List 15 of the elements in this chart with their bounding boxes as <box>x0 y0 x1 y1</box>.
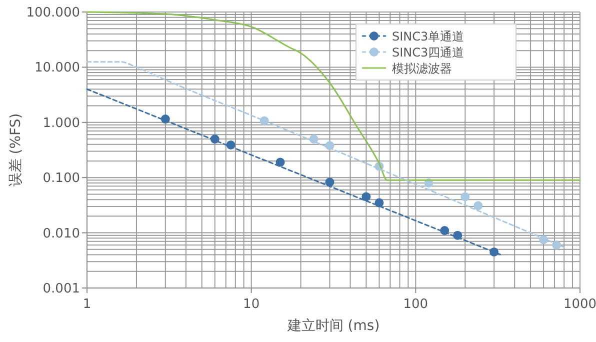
y-tick-label: 100.000 <box>26 6 80 20</box>
x-tick-label: 100 <box>403 297 428 312</box>
x-tick-label: 10 <box>243 297 260 312</box>
x-tick-label: 1000 <box>563 297 596 312</box>
legend-label: SINC3四通道 <box>392 46 464 60</box>
y-tick-label: 0.100 <box>42 171 80 186</box>
legend-label: 模拟滤波器 <box>392 62 452 76</box>
x-axis-title: 建立时间 (ms) <box>286 318 380 334</box>
y-tick-label: 1.000 <box>42 116 80 131</box>
legend-label: SINC3单通道 <box>392 30 464 44</box>
y-tick-label: 10.000 <box>34 60 80 76</box>
y-axis-title: 误差 (%FS) <box>8 113 24 187</box>
x-tick-label: 1 <box>82 297 92 312</box>
y-tick-label: 0.010 <box>42 226 80 242</box>
y-tick-label: 0.001 <box>42 282 80 296</box>
